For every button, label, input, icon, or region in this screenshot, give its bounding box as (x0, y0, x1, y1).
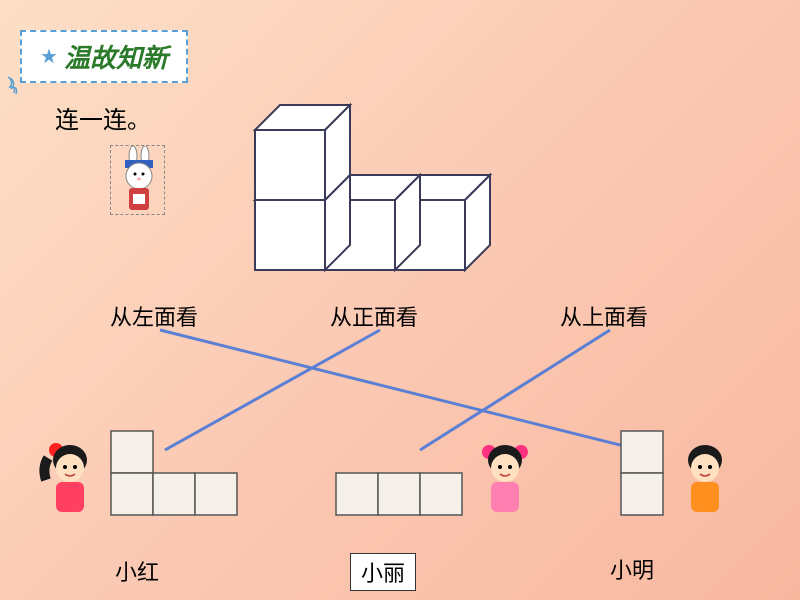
answer-shape-hong (110, 430, 260, 530)
name-li: 小丽 (350, 553, 416, 591)
child-ming (670, 440, 740, 520)
answer-shape-li (335, 472, 485, 532)
child-hong (35, 440, 105, 520)
name-ming: 小明 (610, 553, 654, 585)
name-hong: 小红 (115, 555, 159, 587)
child-li (470, 440, 540, 520)
